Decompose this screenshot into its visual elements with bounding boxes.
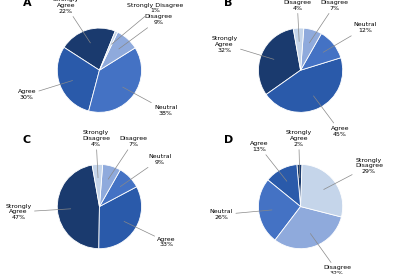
Wedge shape — [92, 164, 103, 207]
Text: Disagree
7%: Disagree 7% — [108, 136, 147, 179]
Text: Neutral
9%: Neutral 9% — [120, 154, 172, 187]
Wedge shape — [100, 164, 120, 207]
Text: Strongly
Agree
32%: Strongly Agree 32% — [212, 36, 274, 59]
Wedge shape — [99, 187, 142, 249]
Text: D: D — [224, 135, 233, 145]
Wedge shape — [266, 58, 343, 112]
Text: Agree
13%: Agree 13% — [250, 141, 287, 181]
Text: Disagree
7%: Disagree 7% — [309, 0, 348, 43]
Text: Strongly Disagree
1%: Strongly Disagree 1% — [112, 3, 183, 44]
Text: Strongly
Disagree
4%: Strongly Disagree 4% — [283, 0, 311, 41]
Text: Strongly
Agree
47%: Strongly Agree 47% — [6, 204, 71, 220]
Text: C: C — [22, 135, 31, 145]
Wedge shape — [258, 180, 300, 240]
Text: Agree
33%: Agree 33% — [124, 221, 176, 247]
Text: Agree
30%: Agree 30% — [18, 81, 72, 100]
Text: Disagree
9%: Disagree 9% — [119, 14, 173, 49]
Text: Agree
45%: Agree 45% — [314, 96, 349, 136]
Text: Strongly
Disagree
29%: Strongly Disagree 29% — [324, 158, 383, 190]
Wedge shape — [293, 28, 304, 70]
Text: Neutral
26%: Neutral 26% — [210, 209, 272, 220]
Wedge shape — [89, 48, 142, 112]
Wedge shape — [275, 207, 341, 249]
Wedge shape — [258, 29, 300, 95]
Text: Strongly
Agree
2%: Strongly Agree 2% — [286, 130, 312, 178]
Wedge shape — [64, 28, 115, 70]
Wedge shape — [100, 31, 118, 70]
Text: B: B — [224, 0, 232, 8]
Wedge shape — [100, 170, 137, 207]
Wedge shape — [300, 164, 343, 217]
Wedge shape — [57, 165, 100, 249]
Text: Neutral
12%: Neutral 12% — [323, 22, 377, 52]
Wedge shape — [297, 164, 302, 207]
Wedge shape — [100, 32, 135, 70]
Text: Disagree
32%: Disagree 32% — [310, 233, 351, 274]
Wedge shape — [57, 47, 100, 111]
Text: A: A — [22, 0, 31, 8]
Wedge shape — [300, 33, 341, 70]
Text: Neutral
38%: Neutral 38% — [123, 87, 178, 116]
Text: Strongly
Disagree
4%: Strongly Disagree 4% — [82, 130, 110, 178]
Wedge shape — [300, 28, 321, 70]
Wedge shape — [268, 165, 300, 207]
Text: Strongly
Agree
22%: Strongly Agree 22% — [53, 0, 90, 43]
